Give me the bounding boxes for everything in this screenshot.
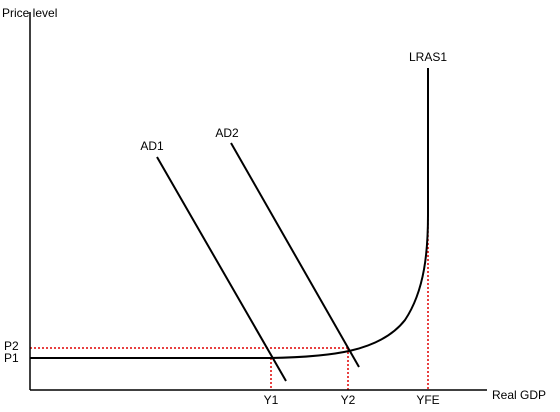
x-tick-label: Y2 [341, 393, 356, 407]
y-tick-label: P1 [4, 351, 19, 365]
x-tick-label: YFE [416, 393, 439, 407]
y-axis-label: Price level [2, 6, 57, 20]
x-axis-label: Real GDP [492, 388, 546, 402]
x-tick-label: Y1 [264, 393, 279, 407]
curve-label: LRAS1 [409, 50, 447, 64]
curve-label: AD2 [215, 126, 239, 140]
curve-label: AD1 [140, 139, 164, 153]
ad1-curve [156, 156, 287, 382]
ad2-curve [230, 142, 360, 368]
lras-curve [30, 68, 429, 359]
y-tick-label: P2 [4, 339, 19, 353]
